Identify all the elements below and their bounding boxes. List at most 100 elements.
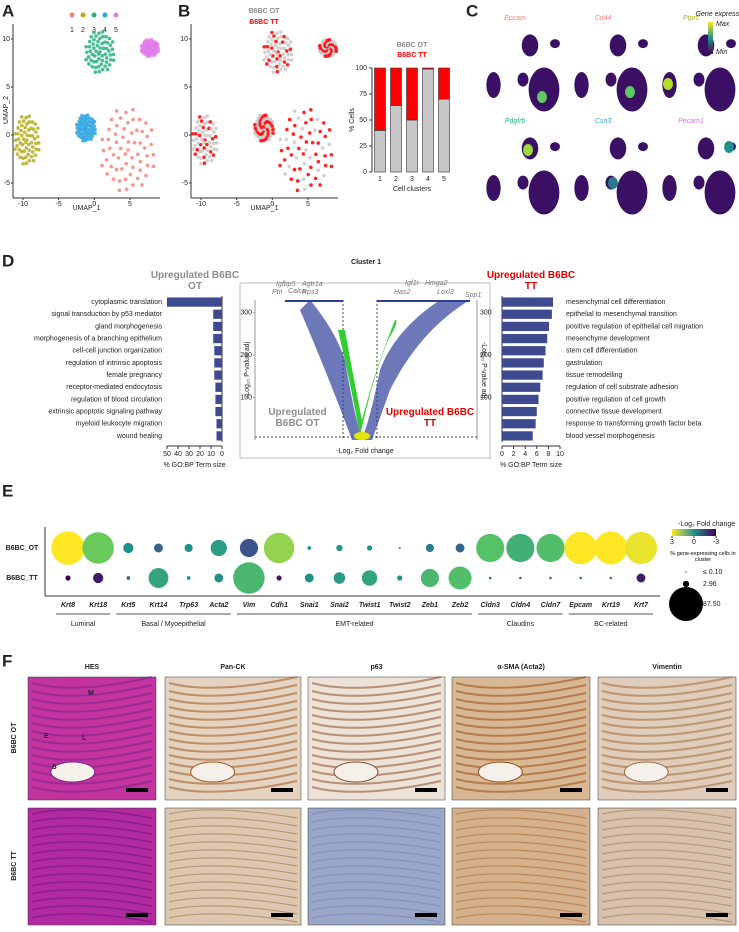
umap-cell	[304, 120, 308, 125]
umap-cell	[327, 142, 331, 147]
umap-cell	[281, 52, 286, 56]
umap-cell	[131, 165, 135, 170]
tissue-texture	[601, 684, 733, 697]
bar-segment	[406, 67, 418, 121]
tissue-texture	[601, 849, 733, 859]
umap-cell	[100, 163, 104, 168]
tissue-texture	[168, 849, 298, 859]
tissue-texture	[311, 716, 442, 729]
dot	[233, 562, 265, 594]
dot	[263, 532, 295, 564]
umap-cell	[310, 140, 315, 145]
umap-cell	[313, 176, 318, 181]
umap-cell	[206, 133, 210, 138]
tissue-texture	[168, 676, 298, 689]
umap-cell	[20, 123, 24, 128]
umap-cell	[111, 52, 116, 57]
umap-cell	[275, 31, 279, 36]
umap-cell	[262, 57, 266, 62]
gene-annotation: Calca	[288, 288, 306, 295]
umap-cell	[92, 119, 97, 124]
umap-cell	[274, 52, 279, 56]
umap-cell	[137, 117, 142, 122]
legend-label: 2	[81, 27, 85, 34]
umap-cell	[98, 36, 102, 41]
bar-segment	[422, 68, 434, 173]
umap-cell	[265, 62, 269, 66]
feature-cluster	[486, 175, 501, 201]
umap-cell	[283, 67, 288, 72]
legend-label: B6BC OT	[249, 8, 280, 15]
umap-cell	[115, 123, 119, 128]
category-label: mesenchyme development	[566, 335, 650, 342]
umap-cell	[286, 53, 291, 57]
umap-cell	[145, 134, 150, 139]
umap-cell	[90, 134, 95, 138]
bar	[215, 382, 222, 392]
umap-cell	[34, 147, 38, 151]
category-label: blood vessel morphogenesis	[566, 433, 655, 440]
umap-cell	[278, 34, 283, 39]
umap-cell	[278, 67, 283, 72]
bar	[213, 309, 222, 319]
category-label: epithelial to mesenchymal transition	[566, 311, 677, 318]
x-tick-label: 3	[410, 176, 414, 183]
category-label: connective tissue development	[566, 408, 662, 415]
tissue-texture	[31, 833, 153, 843]
umap-cell	[208, 120, 213, 124]
umap-cell	[92, 124, 97, 129]
bar	[214, 370, 222, 380]
umap-cell	[302, 187, 307, 192]
umap-cell	[13, 131, 17, 136]
tissue-texture	[311, 841, 442, 851]
tissue-texture	[601, 833, 733, 843]
umap-cell	[91, 42, 96, 46]
x-tick-label: 5	[306, 201, 310, 208]
bar-segment	[422, 67, 434, 70]
bar-segment	[374, 130, 386, 173]
gene-label: Trp63	[179, 602, 198, 609]
tissue-texture	[31, 849, 153, 859]
bar-segment	[438, 67, 450, 100]
colorbar	[708, 22, 713, 54]
panel-label: D	[2, 251, 14, 270]
umap-cell	[271, 65, 276, 70]
tissue-texture	[601, 716, 733, 729]
feature-hotspot	[625, 86, 635, 98]
tissue-texture	[168, 724, 298, 737]
umap-cell	[271, 127, 275, 132]
tissue-texture	[311, 740, 442, 753]
umap-cell	[282, 46, 287, 51]
umap-cell	[284, 137, 289, 142]
umap-cell	[267, 137, 271, 141]
umap-cell	[111, 153, 116, 157]
umap-cell	[151, 152, 156, 157]
x-tick-label: 4	[426, 176, 430, 183]
tissue-texture	[168, 865, 298, 875]
category-label: morphogenesis of a branching epithelium	[34, 335, 162, 342]
tissue-texture	[311, 809, 442, 819]
umap-cell	[330, 53, 335, 57]
umap-cell	[24, 146, 28, 150]
category-label: positive regulation of epithelial cell m…	[566, 323, 703, 330]
tissue-texture	[168, 881, 298, 891]
umap-cell	[21, 137, 26, 141]
umap-cell	[272, 34, 276, 38]
scale-bar	[706, 913, 728, 917]
umap-cell	[111, 58, 116, 63]
umap-cell	[195, 147, 199, 152]
dot	[154, 543, 163, 553]
tissue-texture	[31, 857, 153, 867]
umap-cell	[318, 129, 322, 134]
column-header: Vimentin	[652, 664, 681, 671]
umap-cell	[95, 43, 100, 48]
tissue-texture	[168, 809, 298, 819]
umap-cell	[16, 137, 21, 141]
umap-cell	[212, 147, 216, 151]
gene-annotation: Hmga2	[425, 280, 448, 287]
umap-cell	[322, 38, 327, 42]
umap-cell	[270, 124, 275, 129]
tissue-texture	[455, 676, 587, 689]
tissue-texture	[31, 748, 153, 761]
umap-cell	[114, 109, 119, 113]
